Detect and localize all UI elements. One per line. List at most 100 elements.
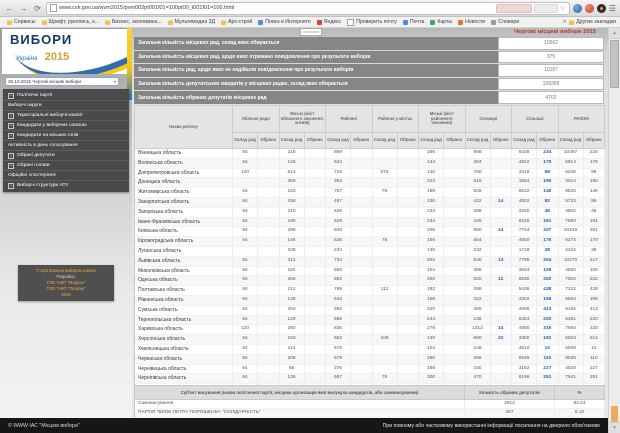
value-cell	[304, 266, 327, 277]
value-cell	[350, 158, 373, 169]
value-cell: 84	[232, 217, 258, 228]
value-cell: 190	[536, 177, 559, 189]
value-cell	[490, 344, 513, 355]
value-cell	[397, 295, 420, 306]
value-cell: 4698	[511, 305, 538, 316]
other-bookmarks-button[interactable]: Другие закладки	[569, 19, 616, 25]
back-button[interactable]: ←	[5, 3, 14, 13]
footer-copyright: © WWW ІАС "Місцеві вибори"	[8, 422, 80, 429]
subcolumn-header: Склад рад	[325, 132, 352, 149]
value-cell: 398	[465, 285, 491, 296]
value-cell	[397, 158, 420, 169]
sidebar-item-label: Виборчі округи	[8, 103, 42, 108]
extension-chip[interactable]	[533, 3, 558, 13]
bookmark-item[interactable]: Словари	[488, 19, 522, 25]
bookmark-item[interactable]: Карты	[427, 19, 455, 25]
value-cell: 728	[325, 168, 352, 179]
refresh-button[interactable]: ⟳	[34, 3, 41, 13]
subcolumn-header: Склад рад	[232, 132, 258, 149]
subject-column-header: Суб'єкт висування (назва політичної парт…	[134, 385, 465, 400]
bookmark-item[interactable]: Мультимедиа 3Д	[165, 19, 218, 25]
value-cell: 849	[325, 226, 352, 238]
value-cell: 422	[465, 197, 491, 208]
value-cell	[304, 295, 327, 306]
value-cell	[372, 148, 398, 159]
sidebar-item[interactable]: + Кандидати на міських голів	[3, 131, 129, 141]
extension-icon[interactable]	[584, 3, 594, 13]
value-cell	[304, 364, 327, 375]
value-cell	[350, 226, 373, 238]
bookmarks-overflow-chevron[interactable]: »	[562, 19, 567, 25]
value-cell: 7502	[558, 275, 584, 287]
value-cell	[304, 373, 327, 385]
value-cell	[257, 315, 280, 326]
sidebar-item[interactable]: Активність в день голосування	[3, 141, 129, 151]
logo-year: 2015	[44, 51, 70, 63]
sidebar-item[interactable]: + Кандидати у виборчих списках	[3, 121, 129, 131]
region-name-cell: Київська область	[134, 226, 233, 238]
sidebar-item[interactable]: + Обрані депутати	[3, 151, 129, 161]
value-cell: 438	[536, 285, 559, 296]
value-cell: 260	[418, 275, 445, 287]
bookmark-item[interactable]: Яндекс	[314, 19, 344, 25]
sidebar-item[interactable]: + Політичні партії	[3, 91, 129, 101]
value-cell: 5938	[558, 344, 584, 355]
bookmark-star-icon[interactable]: ☆	[559, 4, 566, 12]
sidebar-item[interactable]: + Виборчі структури АТУ	[3, 181, 129, 190]
value-cell: 110	[583, 354, 606, 365]
scroll-down-icon[interactable]: ▼	[609, 422, 620, 433]
value-cell: 158	[279, 197, 305, 208]
value-cell	[257, 373, 280, 385]
value-cell	[257, 295, 280, 306]
value-cell: 150	[279, 334, 305, 345]
value-cell: 48	[583, 207, 606, 218]
scroll-up-icon[interactable]: ▲	[609, 28, 620, 39]
bookmark-item[interactable]: Поиск в Интернете	[255, 19, 313, 25]
table-row: Черкаська область 84 208 679 260 256 6548 110 80…	[134, 354, 606, 365]
value-cell	[304, 354, 327, 365]
summary-value: 158399	[498, 77, 604, 91]
extension-chip[interactable]	[495, 3, 532, 13]
browser-menu-icon[interactable]: ☰	[608, 3, 616, 13]
value-cell	[443, 246, 466, 257]
bookmark-item[interactable]: Бизнес, экономика...	[102, 19, 165, 25]
sidebar-item[interactable]: Виборчі округи	[3, 101, 129, 111]
sidebar-item[interactable]: Офіційні спостерігачі	[3, 171, 129, 181]
value-cell: 109	[583, 266, 606, 277]
extension-icon[interactable]	[596, 3, 606, 13]
sidebar-item[interactable]: + Територіальні виборчі комісії	[3, 111, 129, 121]
folder-icon	[221, 19, 227, 25]
address-bar[interactable]: www.cvk.gov.ua/wvm2015/pvm002pt001f01=10…	[46, 1, 570, 15]
scrollbar-thumb[interactable]	[610, 40, 619, 88]
value-cell	[257, 275, 280, 287]
value-cell: 84	[232, 256, 258, 267]
sidebar-item[interactable]: + Обрані голови	[3, 161, 129, 171]
value-cell	[397, 168, 420, 179]
election-selector[interactable]: 25.10.2015 Чергові місцеві вибори ▾	[5, 77, 119, 86]
bookmark-item[interactable]: Сервисы	[4, 19, 39, 25]
value-cell	[490, 305, 513, 316]
forward-button[interactable]: →	[19, 3, 28, 13]
bookmark-label: Бизнес, экономика...	[112, 19, 162, 25]
value-cell: 540	[465, 256, 491, 267]
summary-label: Загальна кількість місцевих рад, склад я…	[134, 37, 498, 50]
sidebar-item-label: Кандидати на міських голів	[17, 133, 79, 138]
extension-icon[interactable]	[572, 3, 582, 13]
value-cell: 556	[325, 305, 352, 316]
bookmark-item[interactable]: Почта	[400, 19, 427, 25]
bookmark-item[interactable]: Арх-строй	[218, 19, 255, 25]
value-cell: 836	[325, 324, 352, 336]
vertical-scrollbar[interactable]: ▲ ▼	[608, 28, 620, 433]
value-cell: 48	[536, 207, 559, 218]
bookmark-item[interactable]: Проверить почту	[344, 18, 400, 26]
bookmark-item[interactable]: Новости	[455, 19, 488, 25]
value-cell: 130	[418, 334, 445, 345]
value-cell: 8035	[558, 354, 584, 365]
table-row: Львівська область 84 312 734 802 540 13 7798 204…	[134, 256, 606, 267]
value-cell	[350, 334, 373, 345]
value-cell: 188	[418, 364, 445, 375]
value-cell	[397, 148, 420, 159]
credits-line: ТОВ "НВП "Проком"	[46, 286, 86, 291]
value-cell: 457	[325, 197, 352, 208]
bookmark-item[interactable]: Шрифт, рукопись, к...	[39, 19, 103, 25]
